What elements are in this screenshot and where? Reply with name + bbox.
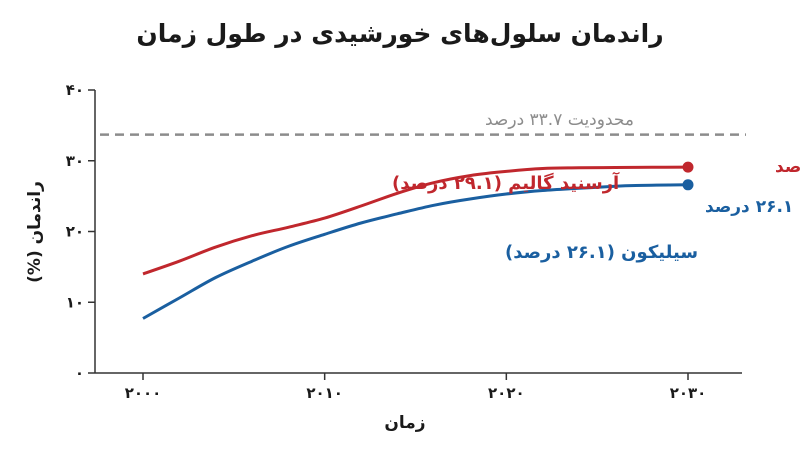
y-axis-ticks: ۰ ۱۰ ۲۰ ۳۰ ۴۰ — [66, 81, 95, 382]
x-axis-label: زمان — [384, 413, 425, 433]
series-end-point-gallium-arsenide — [682, 161, 694, 173]
x-tick-label: ۲۰۱۰ — [306, 384, 343, 402]
axes — [94, 90, 742, 374]
series-end-label-gallium-arsenide: ۲۹.۱ درصد — [775, 157, 800, 177]
y-tick-label: ۴۰ — [66, 81, 84, 99]
chart-title: راندمان سلول‌های خورشیدی در طول زمان — [136, 19, 663, 49]
series-name-silicon: سیلیکون (۲۶.۱ درصد) — [505, 242, 698, 263]
reference-line-label: محدودیت ۳۳.۷ درصد — [485, 110, 634, 130]
series-line-gallium-arsenide — [142, 165, 689, 276]
y-tick-label: ۰ — [75, 364, 84, 382]
series-end-label-silicon: ۲۶.۱ درصد — [705, 197, 793, 217]
y-tick-label: ۱۰ — [66, 293, 84, 311]
series-name-gallium-arsenide: آرسنید گالیم (۲۹.۱ درصد) — [392, 171, 620, 194]
x-tick-label: ۲۰۰۰ — [125, 384, 162, 402]
y-tick-label: ۳۰ — [66, 152, 84, 170]
x-axis-ticks: ۲۰۰۰ ۲۰۱۰ ۲۰۲۰ ۲۰۳۰ — [125, 373, 707, 402]
x-tick-label: ۲۰۳۰ — [670, 384, 707, 402]
series-line-silicon — [142, 183, 689, 320]
y-axis-label: راندمان (%) — [25, 181, 45, 283]
series-end-point-silicon — [682, 179, 694, 191]
x-tick-label: ۲۰۲۰ — [488, 384, 525, 402]
y-tick-label: ۲۰ — [66, 223, 84, 241]
